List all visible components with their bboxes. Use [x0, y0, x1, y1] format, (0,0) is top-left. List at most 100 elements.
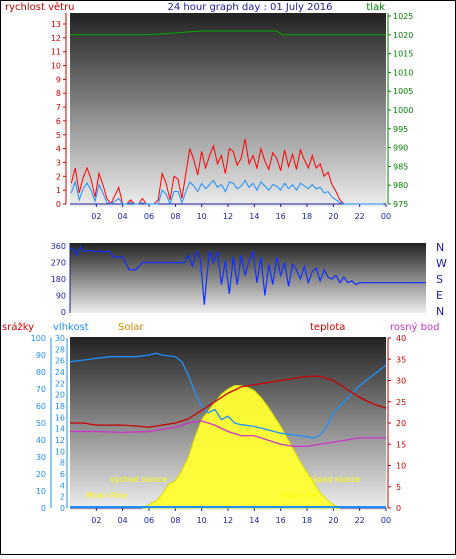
bottom-time-tick-label: 00 — [381, 516, 391, 525]
wind-speed-tick-label: 9 — [56, 75, 61, 84]
top-time-tick-label: 12 — [223, 212, 233, 221]
rain-tick-label: 90 — [36, 351, 46, 360]
wind-speed-tick-label: 2 — [56, 172, 61, 181]
direction-tick-label: 0 — [61, 308, 66, 317]
wind-speed-tick-label: 8 — [56, 89, 61, 98]
wind-speed-tick-label: 13 — [51, 20, 61, 29]
bottom-time-tick-label: 10 — [197, 516, 207, 525]
rain-temp-series — [69, 352, 387, 509]
direction-tick-label: 180 — [51, 275, 66, 284]
wind-direction-series — [69, 245, 426, 305]
pressure-tick-label: 985 — [393, 162, 408, 171]
wind_avg-line — [70, 179, 384, 206]
temperature-line — [70, 375, 387, 428]
rain-tick-label: 30 — [36, 453, 46, 462]
humidity-tick-label: 6 — [60, 470, 65, 479]
top-time-tick-label: 14 — [249, 212, 259, 221]
humidity-tick-label: 18 — [55, 402, 65, 411]
rain-tick-label: 80 — [36, 368, 46, 377]
rain-ticks: 0 10 20 30 40 50 60 70 80 90 100 — [31, 334, 52, 513]
compass-label: S — [436, 273, 443, 286]
bottom-time-tick-label: 02 — [91, 516, 101, 525]
sunset-label: západ slunce — [308, 475, 361, 484]
humidity-tick-label: 4 — [60, 481, 65, 490]
humidity-tick-label: 28 — [55, 345, 65, 354]
wind-speed-tick-label: 1 — [56, 186, 61, 195]
humidity-tick-label: 22 — [55, 379, 65, 388]
humidity-tick-label: 16 — [55, 413, 65, 422]
chart-title: 24 hour graph day : 01 July 2016 — [167, 2, 332, 13]
wind-speed-tick-label: 7 — [56, 103, 61, 112]
temperature-tick-label: 40 — [396, 334, 406, 343]
humidity-tick-label: 14 — [55, 425, 65, 434]
top-time-tick-label: 08 — [170, 212, 180, 221]
rain-axis-label: srážky — [2, 321, 34, 333]
pressure-tick-label: 995 — [393, 125, 408, 134]
wind-pressure-series — [70, 30, 386, 206]
humidity-tick-label: 10 — [55, 447, 65, 456]
compass-label: N — [436, 241, 444, 254]
temperature-tick-label: 0 — [396, 504, 401, 513]
top-time-tick-label: 00 — [381, 212, 391, 221]
wind-direction-plot-area — [70, 243, 426, 313]
humidity-tick-label: 24 — [55, 368, 65, 377]
temperature-tick-label: 15 — [396, 440, 406, 449]
pressure-tick-label: 990 — [393, 144, 408, 153]
wind-speed-tick-label: 10 — [51, 62, 61, 71]
compass-label: E — [436, 289, 443, 302]
wind-speed-tick-label: 3 — [56, 158, 61, 167]
dew_point-line — [70, 420, 386, 448]
sunrise-label: východ slunce — [110, 475, 167, 484]
solar-label: Solar — [118, 322, 144, 333]
humidity-line — [69, 352, 387, 439]
humidity-tick-label: 2 — [60, 493, 65, 502]
pressure-tick-label: 975 — [393, 200, 408, 209]
pressure-tick-label: 980 — [393, 181, 408, 190]
moon-rise-label: Moon Rise — [86, 491, 127, 500]
pressure-tick-label: 1010 — [393, 68, 413, 77]
compass-label: W — [436, 257, 447, 270]
temperature-axis-label: teplota — [310, 322, 345, 333]
pressure-line — [70, 30, 386, 36]
wind-speed-tick-label: 12 — [51, 34, 61, 43]
humidity-tick-label: 0 — [60, 504, 65, 513]
dew-point-axis-label: rosný bod — [390, 321, 439, 333]
top-time-tick-label: 22 — [355, 212, 365, 221]
humidity-tick-label: 26 — [55, 357, 65, 366]
top-time-tick-label: 10 — [197, 212, 207, 221]
rain-tick-label: 0 — [41, 504, 46, 513]
direction-tick-label: 270 — [51, 259, 66, 268]
temperature-ticks: 0 5 10 15 20 25 30 35 40 — [387, 334, 406, 513]
pressure-tick-label: 1020 — [393, 31, 413, 40]
pressure-ticks: 975 980 985 990 995 1000 1005 1010 1015 1020 1025 — [387, 12, 413, 209]
rain-tick-label: 70 — [36, 385, 46, 394]
temperature-tick-label: 25 — [396, 398, 406, 407]
humidity-tick-label: 20 — [55, 391, 65, 400]
top-time-tick-label: 16 — [276, 212, 286, 221]
humidity-tick-label: 30 — [55, 334, 65, 343]
top-time-tick-label: 02 — [91, 212, 101, 221]
wind-speed-tick-label: 5 — [56, 131, 61, 140]
top-time-tick-label: 06 — [144, 212, 154, 221]
rain-tick-label: 10 — [36, 487, 46, 496]
temperature-tick-label: 20 — [396, 419, 406, 428]
bottom-time-tick-label: 20 — [328, 516, 338, 525]
bottom-time-tick-label: 16 — [276, 516, 286, 525]
pressure-tick-label: 1025 — [393, 12, 413, 21]
bottom-time-tick-label: 04 — [118, 516, 128, 525]
rain-tick-label: 20 — [36, 470, 46, 479]
top-time-tick-label: 18 — [302, 212, 312, 221]
temperature-tick-label: 5 — [396, 483, 401, 492]
wind-speed-tick-label: 11 — [51, 48, 61, 57]
direction-ticks: 0 90 180 270 360 — [51, 242, 71, 317]
pressure-tick-label: 1005 — [393, 87, 413, 96]
bottom-time-tick-label: 14 — [249, 516, 259, 525]
pressure-axis-label: tlak — [366, 2, 385, 13]
rain-tick-label: 100 — [31, 334, 46, 343]
humidity-tick-label: 8 — [60, 459, 65, 468]
rain-tick-label: 50 — [36, 419, 46, 428]
